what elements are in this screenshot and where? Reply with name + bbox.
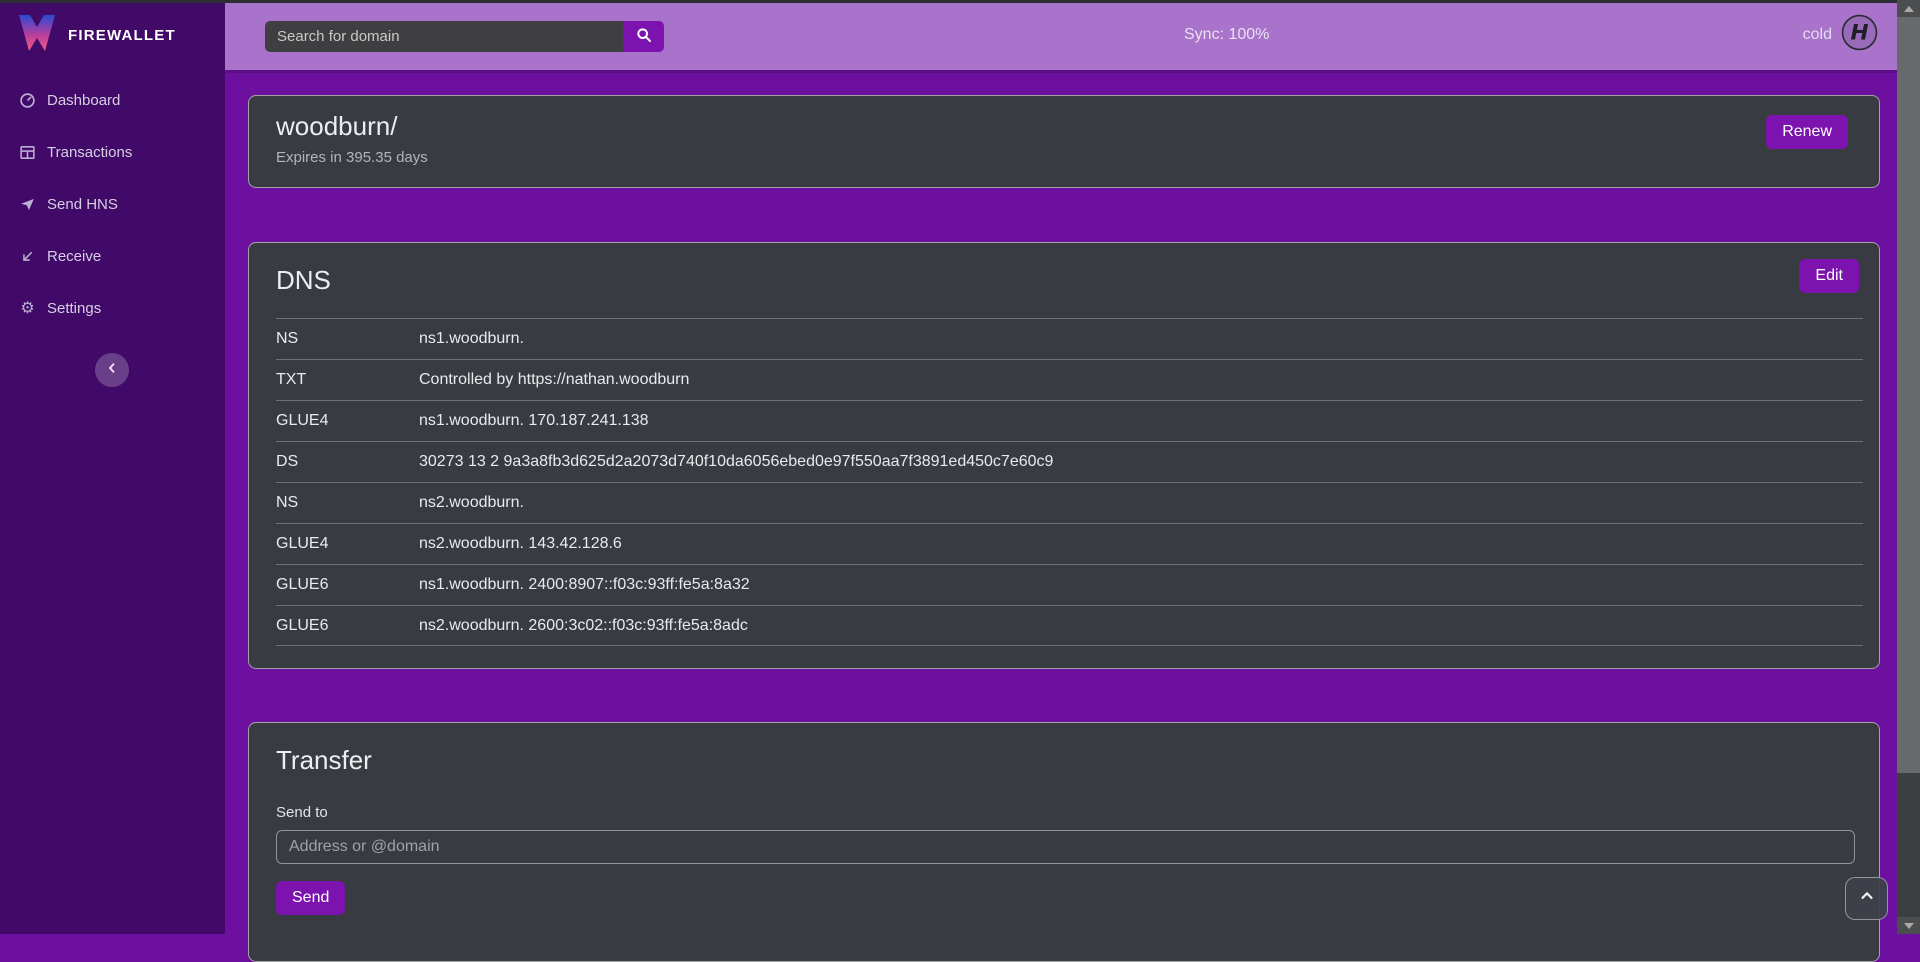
dns-record-type: DS [276,453,299,470]
chevron-left-icon [105,361,119,380]
dns-record-value: ns1.woodburn. 2400:8907::f03c:93ff:fe5a:… [419,576,750,593]
handshake-logo-icon: H [1841,14,1878,56]
sidebar-collapse-button[interactable] [95,353,129,387]
dns-record-row: DS 30273 13 2 9a3a8fb3d625d2a2073d740f10… [276,441,1863,482]
dns-record-type: NS [276,330,299,347]
dns-record-type: GLUE4 [276,412,329,429]
domain-expiry: Expires in 395.35 days [276,149,428,166]
svg-text:H: H [1850,21,1868,46]
dns-record-row: GLUE6 ns2.woodburn. 2600:3c02::f03c:93ff… [276,605,1863,646]
dns-record-value: ns1.woodburn. [419,330,524,347]
table-icon [19,144,36,161]
sidebar-item-transactions[interactable]: Transactions [0,126,225,178]
dns-record-value: ns2.woodburn. [419,494,524,511]
sidebar-item-label: Dashboard [47,91,121,109]
sidebar-item-settings[interactable]: ⚙ Settings [0,282,225,334]
transfer-title: Transfer [276,745,372,775]
dns-record-row: NS ns2.woodburn. [276,482,1863,523]
domain-name: woodburn/ [276,111,398,141]
wallet-info[interactable]: cold H [1803,0,1878,70]
send-icon [19,196,36,213]
send-transfer-button[interactable]: Send [276,881,346,915]
search-input[interactable] [265,21,623,52]
dns-title: DNS [276,265,331,295]
domain-card: woodburn/ Expires in 395.35 days Renew [248,95,1880,188]
dns-card: DNS Edit NS ns1.woodburn. TXT Controlled… [248,242,1880,669]
sidebar-item-label: Transactions [47,143,133,161]
dns-record-row: GLUE4 ns1.woodburn. 170.187.241.138 [276,400,1863,441]
dns-record-value: ns2.woodburn. 143.42.128.6 [419,535,622,552]
dns-record-row: NS ns1.woodburn. [276,318,1863,359]
dns-record-row: GLUE6 ns1.woodburn. 2400:8907::f03c:93ff… [276,564,1863,605]
dns-record-type: GLUE4 [276,535,329,552]
renew-button[interactable]: Renew [1766,115,1848,149]
scrollbar[interactable] [1897,0,1920,934]
sidebar-item-label: Settings [47,299,102,317]
sidebar-item-label: Send HNS [47,195,118,213]
dns-record-row: TXT Controlled by https://nathan.woodbur… [276,359,1863,400]
send-to-label: Send to [276,804,328,821]
dashboard-icon [19,92,36,109]
sync-status: Sync: 100% [1184,26,1270,43]
sidebar: FIREWALLET Dashboard Transactions [0,0,225,934]
brand-name: FIREWALLET [68,27,176,44]
dns-record-value: ns1.woodburn. 170.187.241.138 [419,412,649,429]
scroll-to-top-button[interactable] [1845,877,1888,920]
window-top-strip [0,0,1897,3]
dns-record-value: 30273 13 2 9a3a8fb3d625d2a2073d740f10da6… [419,453,1054,470]
receive-arrow-icon [19,248,36,265]
sidebar-item-label: Receive [47,247,102,265]
scrollbar-up-arrow[interactable] [1897,0,1920,17]
dns-record-type: GLUE6 [276,616,329,634]
edit-dns-button[interactable]: Edit [1799,259,1859,293]
topbar: Sync: 100% cold H [225,0,1897,73]
dns-record-value: ns2.woodburn. 2600:3c02::f03c:93ff:fe5a:… [419,616,748,634]
chevron-up-icon [1858,887,1876,910]
scrollbar-down-arrow[interactable] [1897,917,1920,934]
wallet-name: cold [1802,26,1832,43]
scrollbar-thumb[interactable] [1897,17,1920,773]
sidebar-item-send-hns[interactable]: Send HNS [0,178,225,230]
transfer-card: Transfer Send to Send [248,722,1880,962]
sidebar-item-dashboard[interactable]: Dashboard [0,74,225,126]
domain-search [265,21,664,52]
sidebar-nav: Dashboard Transactions Send HNS [0,74,225,334]
dns-record-type: NS [276,494,299,511]
search-icon [636,27,652,46]
search-button[interactable] [623,21,664,52]
dns-records-table: NS ns1.woodburn. TXT Controlled by https… [276,318,1863,646]
sidebar-item-receive[interactable]: Receive [0,230,225,282]
dns-record-type: TXT [276,371,307,388]
dns-record-type: GLUE6 [276,576,329,593]
transfer-address-input[interactable] [276,830,1855,864]
dns-record-row: GLUE4 ns2.woodburn. 143.42.128.6 [276,523,1863,564]
dns-record-value: Controlled by https://nathan.woodburn [419,371,690,388]
gear-icon: ⚙ [20,299,35,317]
firewallet-logo-icon [18,13,56,58]
brand[interactable]: FIREWALLET [0,0,225,58]
